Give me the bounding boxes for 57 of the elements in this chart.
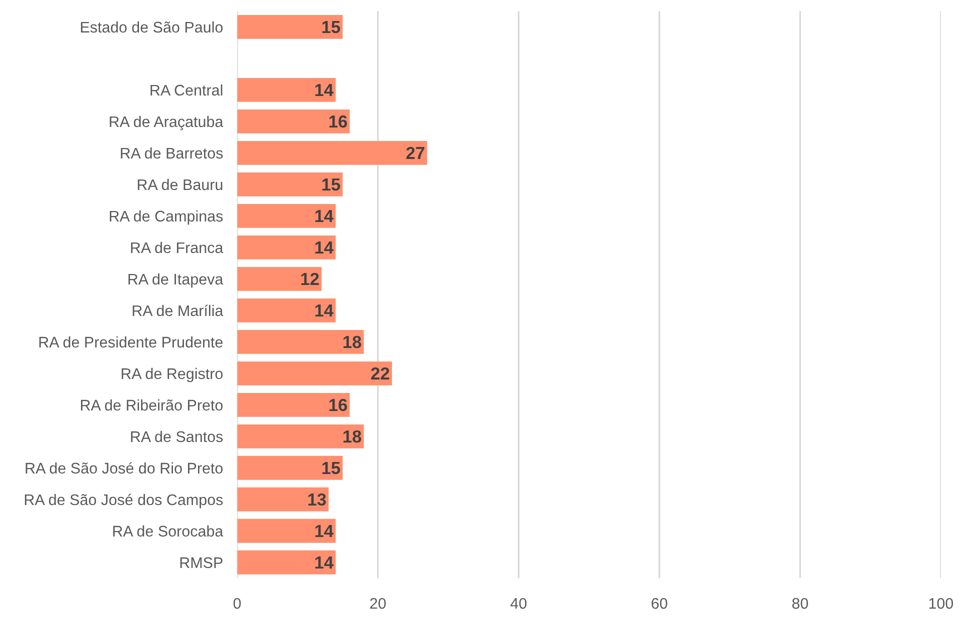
bar — [237, 550, 336, 574]
y-tick-label: RMSP — [180, 557, 222, 568]
y-tick-label: RA de Sorocaba — [113, 525, 224, 537]
bar — [237, 204, 336, 228]
y-tick-label: RA de Ribeirão Preto — [80, 399, 223, 411]
data-label: 18 — [343, 430, 362, 443]
data-label: 13 — [308, 493, 326, 506]
data-label: 15 — [322, 462, 340, 474]
y-tick-label: RA de São José do Rio Preto — [26, 462, 223, 474]
data-label: 14 — [315, 304, 334, 316]
data-label: 14 — [315, 525, 334, 537]
bar — [237, 361, 392, 386]
y-tick-label: Estado de São Paulo — [80, 21, 223, 33]
y-tick-label: RA de São José dos Campos — [24, 494, 223, 508]
bar — [237, 456, 343, 480]
data-label: 15 — [322, 21, 340, 34]
data-label: 12 — [301, 272, 319, 285]
bar — [237, 235, 336, 260]
x-tick-label: 100 — [929, 598, 954, 609]
data-label: 16 — [329, 115, 347, 128]
data-label: 14 — [315, 210, 334, 222]
data-label: 16 — [329, 398, 347, 412]
bar — [237, 298, 336, 322]
x-tick-label: 40 — [510, 598, 527, 609]
bar — [237, 172, 343, 196]
bar — [237, 424, 364, 448]
data-label: 14 — [315, 84, 334, 96]
bar — [237, 14, 343, 39]
data-label: 27 — [406, 146, 424, 159]
y-tick-label: RA de Marília — [132, 304, 224, 316]
y-tick-label: RA de Bauru — [138, 178, 222, 190]
y-tick-label: RA de Presidente Prudente — [39, 336, 223, 348]
x-tick-label: 20 — [370, 598, 386, 609]
data-label: 18 — [343, 336, 362, 348]
y-tick-label: RA Central — [150, 84, 222, 96]
y-tick-label: RA de Franca — [131, 242, 224, 254]
y-tick-label: RA de Araçatuba — [110, 116, 224, 130]
y-tick-label: RA de Itapeva — [128, 273, 224, 288]
bar — [237, 78, 336, 102]
bar — [237, 487, 329, 512]
bar — [237, 266, 322, 291]
x-tick-label: 60 — [652, 598, 668, 609]
data-label: 14 — [315, 242, 334, 254]
y-tick-label: RA de Registro — [122, 368, 223, 382]
y-tick-label: RA de Barretos — [120, 147, 223, 159]
bar — [237, 330, 364, 354]
data-label: 14 — [315, 556, 334, 568]
x-tick-label: 80 — [792, 598, 808, 609]
y-tick-label: RA de Campinas — [110, 210, 223, 225]
bar — [237, 518, 336, 543]
bar — [237, 140, 428, 165]
data-label: 22 — [371, 367, 390, 380]
bar — [237, 392, 350, 417]
bar — [237, 109, 350, 134]
x-tick-label: 0 — [233, 598, 241, 609]
data-label: 15 — [322, 178, 340, 191]
y-tick-label: RA de Santos — [131, 430, 223, 442]
